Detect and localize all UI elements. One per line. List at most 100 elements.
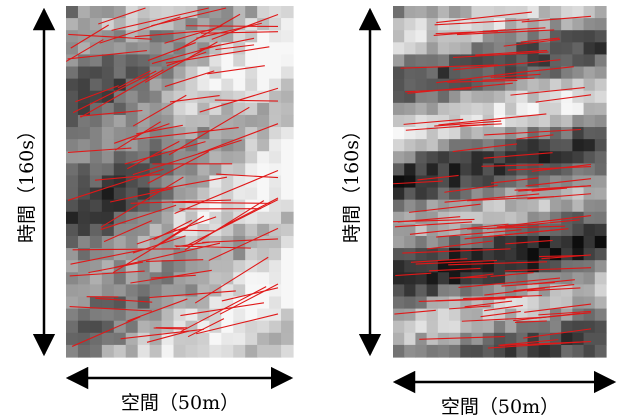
pixel [594,235,607,249]
pixel [505,139,517,152]
pixel [404,6,417,19]
pixel [197,296,210,310]
pixel [437,139,450,152]
pixel [527,66,540,80]
pixel [281,90,294,104]
pixel [149,260,163,273]
pixel [561,296,573,310]
motion-line [136,216,217,245]
pixel [549,42,562,56]
pixel [538,90,551,104]
pixel [245,6,258,19]
pixel [460,223,473,237]
pixel [493,211,506,225]
pixel [149,223,163,237]
pixel [233,223,246,237]
pixel [209,127,222,140]
pixel [426,248,439,261]
pixel [197,114,210,128]
pixel [549,54,562,68]
pixel [482,211,495,225]
pixel [66,296,79,310]
pixel [77,235,91,249]
pixel [583,127,596,140]
pixel [393,248,405,261]
pixel [404,102,417,116]
pixel [493,187,506,201]
pixel [527,90,540,104]
pixel [516,90,529,104]
pixel [460,163,473,177]
pixel [197,6,210,19]
pixel [77,6,91,19]
pixel [89,18,103,31]
pixel [538,139,551,152]
pixel [471,127,484,140]
pixel [404,284,417,298]
pixel [233,260,246,273]
pixel [415,163,428,177]
pixel [460,30,473,43]
pixel [583,211,596,225]
pixel [281,66,294,80]
pixel [426,344,439,358]
motion-line [194,256,269,304]
pixel [221,248,234,261]
pixel [66,175,79,189]
pixel [561,139,573,152]
pixel [221,235,234,249]
motion-line [67,168,164,201]
pixel [77,30,91,43]
pixel [113,211,127,225]
pixel [594,151,607,164]
pixel [505,42,517,56]
pixel [101,18,115,31]
pixel [393,18,405,31]
pixel [393,235,405,249]
pixel [161,90,175,104]
pixel [460,175,473,189]
motion-line [484,304,523,312]
pixel [393,127,405,140]
pixel [449,175,461,189]
pixel [538,175,551,189]
pixel [77,308,91,322]
pixel [209,187,222,201]
pixel [269,127,282,140]
pixel [77,284,91,298]
pixel [404,235,417,249]
pixel [426,211,439,225]
time-label: 時間（160s） [16,121,38,243]
pixel [594,66,607,80]
pixel [527,18,540,31]
pixel [233,54,246,68]
motion-line [196,313,279,335]
pixel [137,163,151,177]
pixel [233,42,246,56]
pixel [161,163,175,177]
pixel [393,54,405,68]
pixel [561,6,573,19]
pixel [257,248,270,261]
pixel [594,260,607,273]
pixel [209,18,222,31]
pixel [415,66,428,80]
pixel [89,223,103,237]
pixel [161,114,175,128]
pixel [209,114,222,128]
pixel [404,260,417,273]
pixel [173,211,187,225]
motion-line [521,15,592,23]
pixel [101,260,115,273]
pixel [437,42,450,56]
pixel [482,54,495,68]
pixel [594,272,607,285]
pixel [583,260,596,273]
pixel [281,6,294,19]
pixel [233,199,246,213]
pixel [505,30,517,43]
motion-line [504,267,592,272]
motion-line [438,113,547,126]
pixel [281,211,294,225]
pixel [404,296,417,310]
